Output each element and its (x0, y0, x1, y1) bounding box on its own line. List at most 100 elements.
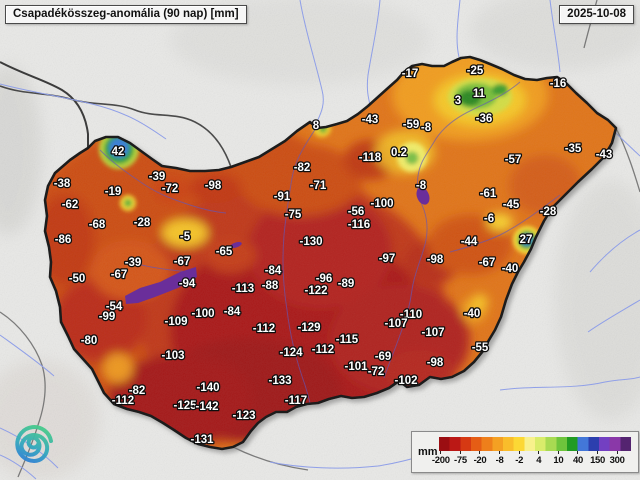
legend-tick: 4 (529, 451, 549, 466)
legend-tick: -200 (431, 451, 451, 466)
station-value-label: -80 (81, 335, 98, 347)
station-value-label: -115 (336, 334, 359, 346)
station-value-label: -5 (180, 231, 191, 243)
station-value-label: 42 (112, 146, 125, 158)
station-value-label: -89 (338, 278, 355, 290)
lake-balaton (125, 267, 197, 304)
station-value-label: -91 (274, 191, 291, 203)
legend-tick: -20 (470, 451, 490, 466)
station-value-label: -28 (540, 206, 557, 218)
station-value-label: -122 (304, 285, 327, 297)
station-value-label: 11 (473, 88, 486, 100)
station-value-label: -82 (129, 385, 146, 397)
station-value-label: -110 (400, 309, 422, 321)
station-value-label: -84 (224, 306, 241, 318)
map-title-box: Csapadékösszeg-anomália (90 nap) [mm] (5, 5, 247, 24)
station-value-label: -8 (416, 180, 427, 192)
station-value-label: -101 (344, 361, 368, 373)
station-value-label: -112 (112, 395, 134, 407)
station-value-label: -61 (480, 188, 497, 200)
map-date: 2025-10-08 (567, 8, 626, 20)
station-value-label: -123 (232, 410, 255, 422)
station-value-label: 0.2 (391, 147, 407, 159)
legend-tick: 150 (588, 451, 608, 466)
legend-tick: -2 (509, 451, 529, 466)
station-value-label: -39 (125, 257, 142, 269)
station-value-label: -116 (348, 219, 370, 231)
station-value-label: -103 (161, 350, 184, 362)
station-value-label: -112 (253, 323, 275, 335)
station-value-label: -45 (503, 199, 520, 211)
station-value-label: -65 (216, 246, 233, 258)
station-value-label: -44 (461, 236, 478, 248)
station-value-label: -55 (472, 342, 489, 354)
station-value-label: -43 (596, 149, 613, 161)
station-value-label: -96 (316, 273, 333, 285)
station-value-label: -40 (502, 263, 519, 275)
legend-tick: 10 (549, 451, 569, 466)
station-value-label: -28 (134, 217, 151, 229)
station-value-label: 27 (520, 234, 533, 246)
lake-velence (230, 241, 242, 249)
station-value-label: -98 (205, 180, 222, 192)
rivers-inside (99, 81, 561, 409)
station-value-label: -62 (62, 199, 79, 211)
station-value-label: -39 (149, 171, 166, 183)
station-value-label: -109 (164, 316, 187, 328)
station-value-label: -88 (262, 280, 279, 292)
station-value-label: -97 (379, 253, 396, 265)
station-value-label: -67 (174, 256, 191, 268)
station-value-label: 8 (313, 120, 320, 132)
legend-tick-labels: -200 -75 -20 -8 -2 4 10 40 150 300 (431, 451, 627, 466)
station-value-label: -54 (106, 301, 123, 313)
station-value-label: -67 (479, 257, 496, 269)
legend-tick: -75 (451, 451, 471, 466)
legend-tick: 40 (568, 451, 588, 466)
map-title: Csapadékösszeg-anomália (90 nap) [mm] (13, 8, 239, 20)
station-value-label: -56 (348, 206, 365, 218)
legend: mm -200 -75 -20 -8 -2 4 10 40 150 300 (411, 431, 639, 473)
station-value-label: -140 (196, 382, 219, 394)
station-value-label: -43 (362, 114, 379, 126)
station-value-label: -36 (476, 113, 493, 125)
station-value-label: -69 (375, 351, 392, 363)
hungaromet-logo-icon (15, 425, 53, 464)
legend-colorbar (439, 437, 631, 451)
station-value-label: -117 (285, 395, 307, 407)
legend-tick: 300 (607, 451, 627, 466)
station-value-label: -16 (550, 78, 567, 90)
station-value-label: -84 (265, 265, 282, 277)
station-value-label: -67 (111, 269, 128, 281)
station-value-label: -100 (191, 308, 214, 320)
legend-unit-label: mm (418, 446, 438, 458)
station-value-label: -72 (368, 366, 385, 378)
lake-tisza (416, 187, 430, 205)
station-value-label: -6 (484, 213, 494, 225)
hungary-border (43, 55, 618, 451)
station-value-label: -107 (421, 327, 444, 339)
station-value-label: -71 (310, 180, 327, 192)
station-value-label: -94 (179, 278, 196, 290)
station-value-label: -57 (505, 154, 522, 166)
station-value-label: -8 (421, 122, 432, 134)
station-value-label: -68 (89, 219, 106, 231)
station-value-label: -25 (467, 65, 484, 77)
station-value-label: -35 (565, 143, 582, 155)
station-value-label: -59 (403, 119, 420, 131)
station-value-label: -107 (384, 318, 407, 330)
station-value-label: -125 (173, 400, 197, 412)
station-value-label: -86 (55, 234, 72, 246)
station-value-label: -75 (285, 209, 302, 221)
station-value-label: -112 (312, 344, 334, 356)
station-value-label: -40 (464, 308, 481, 320)
station-value-label: -142 (195, 401, 218, 413)
station-value-label: -118 (359, 152, 382, 164)
map-date-box: 2025-10-08 (559, 5, 634, 24)
station-value-label: -130 (299, 236, 322, 248)
station-value-label: -98 (427, 254, 444, 266)
station-value-label: -100 (370, 198, 393, 210)
station-value-label: -99 (99, 311, 116, 323)
